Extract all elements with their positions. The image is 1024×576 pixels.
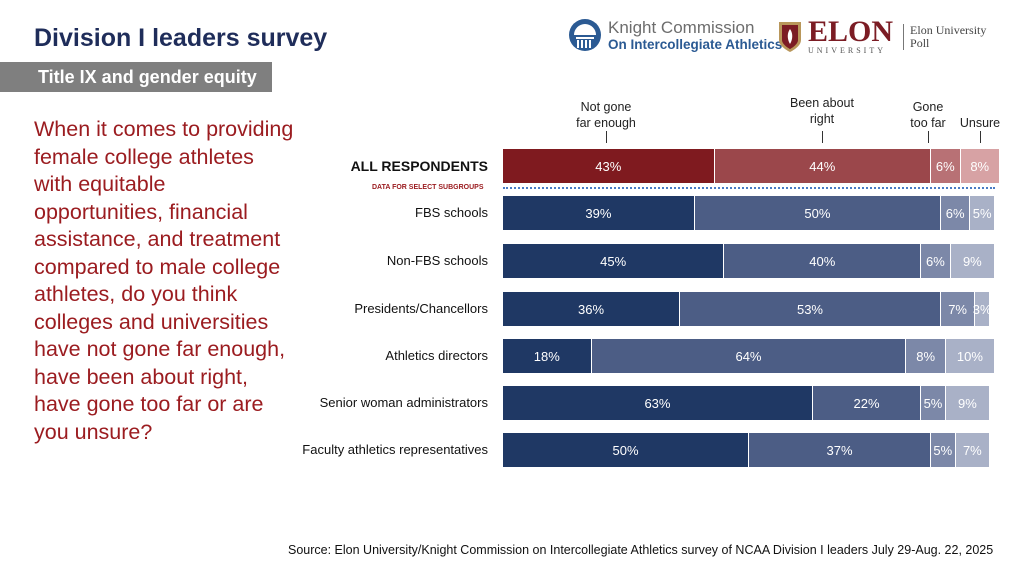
legend-label: Not gone far enough	[576, 100, 636, 130]
elon-poll-text: Elon University Poll	[903, 23, 998, 50]
elon-shield-icon	[779, 21, 801, 52]
bar-segment: 64%	[591, 339, 907, 373]
bar-segment: 63%	[503, 386, 813, 420]
bar-segment: 7%	[955, 433, 991, 467]
bar-segment: 50%	[503, 433, 749, 467]
bar-segment: 39%	[503, 196, 695, 230]
subgroup-label: DATA FOR SELECT SUBGROUPS	[372, 184, 484, 191]
bar-segment: 18%	[503, 339, 592, 373]
bar-segment: 37%	[749, 433, 932, 467]
knight-logo-line2: On Intercollegiate Athletics	[608, 36, 783, 52]
knight-commission-logo: Knight Commission On Intercollegiate Athl…	[568, 18, 782, 52]
bar-segment: 6%	[931, 149, 961, 183]
page-title: Division I leaders survey	[34, 24, 328, 52]
section-subtitle: Title IX and gender equity	[0, 62, 272, 92]
knight-logo-line1: Knight Commission	[608, 17, 755, 37]
bar-segment: 5%	[921, 386, 946, 420]
legend-label: Been about right	[790, 96, 854, 126]
bar-segment: 5%	[970, 196, 995, 230]
bar-segment: 36%	[503, 292, 681, 326]
category-label: FBS schools	[415, 205, 488, 220]
bar-segment: 8%	[960, 149, 1000, 183]
legend-tick	[606, 131, 607, 143]
bar-segment: 3%	[973, 292, 992, 326]
bar-segment: 6%	[940, 196, 971, 230]
bar-segment: 44%	[714, 149, 932, 183]
elon-poll-logo: ELON UNIVERSITY Elon University Poll	[778, 15, 998, 55]
bar-segment: 53%	[680, 292, 941, 326]
category-label: Athletics directors	[385, 348, 488, 363]
category-label: Senior woman administrators	[319, 395, 488, 410]
bar-segment: 5%	[931, 433, 956, 467]
elon-wordmark: ELON	[808, 15, 894, 48]
bar-segment: 6%	[921, 244, 951, 278]
legend-tick	[980, 131, 981, 143]
legend-label: Gone too far	[910, 100, 946, 130]
category-label: ALL RESPONDENTS	[350, 158, 488, 174]
dome-icon	[569, 19, 601, 51]
bar-segment: 22%	[812, 386, 922, 420]
elon-university-text: UNIVERSITY	[808, 46, 886, 55]
legend-label: Unsure	[959, 116, 1001, 130]
bar-segment: 43%	[503, 149, 715, 183]
bar-segment: 7%	[940, 292, 976, 326]
category-label: Presidents/Chancellors	[354, 301, 488, 316]
category-label: Non-FBS schools	[386, 253, 488, 268]
source-note: Source: Elon University/Knight Commissio…	[288, 543, 994, 557]
survey-question: When it comes to providing female colleg…	[34, 117, 294, 444]
bar-segment: 45%	[503, 244, 725, 278]
bar-segment: 9%	[945, 386, 991, 420]
legend-tick	[928, 131, 929, 143]
bar-segment: 8%	[906, 339, 946, 373]
bar-segment: 40%	[724, 244, 922, 278]
legend-tick	[822, 131, 823, 143]
bar-segment: 10%	[945, 339, 995, 373]
bar-segment: 9%	[950, 244, 995, 278]
subgroup-divider	[503, 187, 995, 189]
category-label: Faculty athletics representatives	[302, 442, 488, 457]
bar-segment: 50%	[694, 196, 941, 230]
